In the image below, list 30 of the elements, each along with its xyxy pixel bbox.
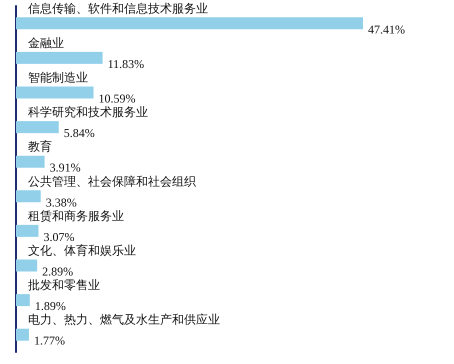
data-label: 1.89% bbox=[34, 299, 66, 314]
data-label: 3.07% bbox=[43, 230, 74, 244]
y-tick-label: 智能制造业 bbox=[28, 70, 88, 84]
y-tick-label: 信息传输、软件和信息技术服务业 bbox=[28, 1, 208, 16]
data-label: 1.77% bbox=[34, 334, 65, 348]
y-tick-label: 批发和零售业 bbox=[28, 278, 100, 292]
y-tick-label: 科学研究和技术服务业 bbox=[28, 105, 148, 120]
y-tick-label: 文化、体育和娱乐业 bbox=[28, 244, 136, 258]
y-tick-label: 公共管理、社会保障和社会组织 bbox=[28, 174, 196, 188]
bar bbox=[16, 190, 41, 202]
data-label: 3.91% bbox=[50, 160, 81, 175]
data-label: 2.89% bbox=[42, 264, 74, 278]
y-tick-label: 金融业 bbox=[28, 36, 64, 50]
y-tick-label: 教育 bbox=[28, 140, 52, 154]
bar bbox=[16, 294, 30, 306]
y-tick-label: 电力、热力、燃气及水生产和供应业 bbox=[28, 312, 220, 327]
data-label: 10.59% bbox=[98, 92, 136, 106]
data-label: 11.83% bbox=[108, 56, 144, 71]
bar bbox=[16, 121, 59, 134]
bar bbox=[16, 328, 29, 341]
bar bbox=[16, 156, 45, 168]
bar bbox=[16, 86, 94, 98]
bar bbox=[16, 52, 103, 64]
y-tick-label: 租赁和商务服务业 bbox=[28, 208, 124, 223]
data-label: 3.38% bbox=[46, 195, 77, 210]
bar bbox=[16, 260, 38, 272]
data-label: 5.84% bbox=[64, 126, 95, 140]
bar bbox=[16, 17, 364, 30]
bar bbox=[16, 224, 38, 237]
data-label: 47.41% bbox=[368, 22, 406, 36]
